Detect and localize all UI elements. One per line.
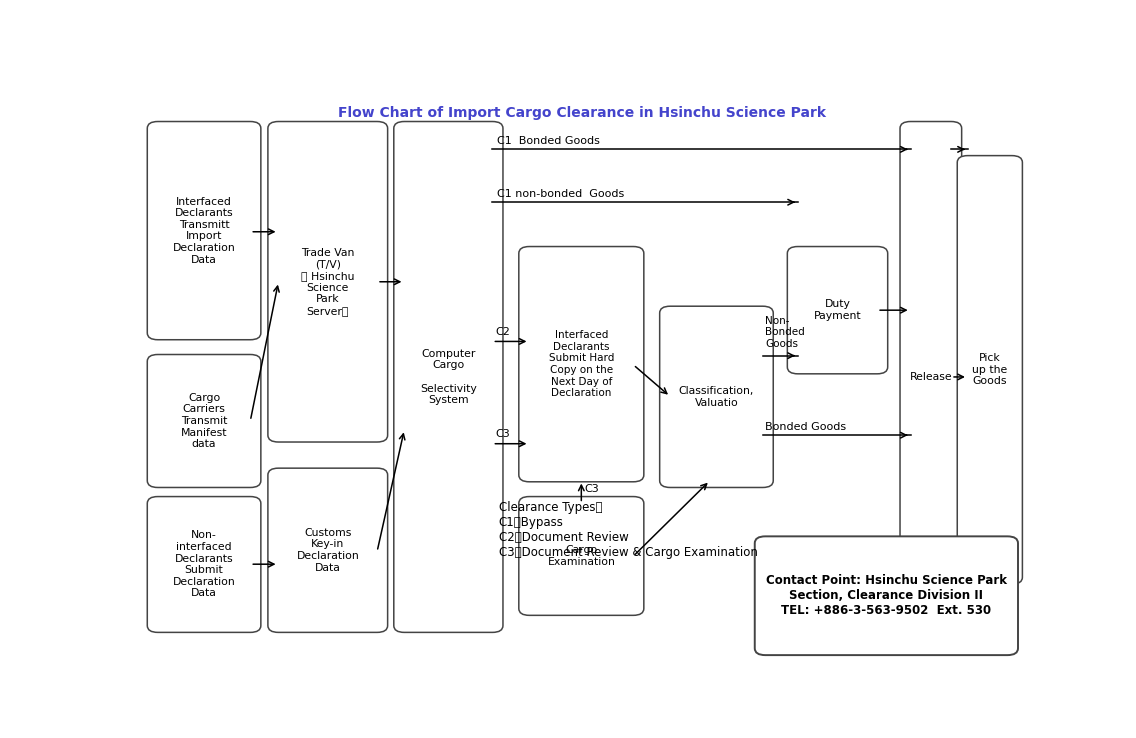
Text: Interfaced
Declarants
Submit Hard
Copy on the
Next Day of
Declaration: Interfaced Declarants Submit Hard Copy o… — [549, 330, 613, 399]
Text: Duty
Payment: Duty Payment — [813, 300, 861, 321]
Text: C2: C2 — [495, 327, 510, 337]
Text: Non-
interfaced
Declarants
Submit
Declaration
Data: Non- interfaced Declarants Submit Declar… — [173, 531, 235, 599]
Text: Interfaced
Declarants
Transmitt
Import
Declaration
Data: Interfaced Declarants Transmitt Import D… — [173, 196, 235, 265]
FancyBboxPatch shape — [900, 122, 962, 632]
Text: C3: C3 — [495, 429, 510, 439]
FancyBboxPatch shape — [660, 306, 774, 488]
Text: Computer
Cargo

Selectivity
System: Computer Cargo Selectivity System — [420, 349, 477, 405]
Text: Clearance Types：
C1：Bypass
C2：Document Review
C3：Document Review & Cargo Examina: Clearance Types： C1：Bypass C2：Document R… — [499, 500, 758, 559]
FancyBboxPatch shape — [958, 156, 1022, 584]
FancyBboxPatch shape — [787, 246, 887, 374]
FancyBboxPatch shape — [754, 537, 1018, 655]
Text: Customs
Key-in
Declaration
Data: Customs Key-in Declaration Data — [296, 528, 359, 573]
Text: C1  Bonded Goods: C1 Bonded Goods — [496, 136, 600, 145]
FancyBboxPatch shape — [148, 497, 261, 632]
FancyBboxPatch shape — [268, 468, 387, 632]
Text: Cargo
Carriers
Transmit
Manifest
data: Cargo Carriers Transmit Manifest data — [181, 393, 227, 449]
FancyBboxPatch shape — [268, 122, 387, 442]
Text: Classification,
Valuatio: Classification, Valuatio — [679, 386, 754, 407]
Text: Release: Release — [910, 372, 952, 382]
FancyBboxPatch shape — [148, 122, 261, 339]
Text: Bonded Goods: Bonded Goods — [766, 421, 846, 432]
Text: C1 non-bonded  Goods: C1 non-bonded Goods — [496, 188, 624, 199]
FancyBboxPatch shape — [394, 122, 503, 632]
Text: C3: C3 — [585, 484, 600, 494]
FancyBboxPatch shape — [519, 497, 644, 615]
Text: Pick
up the
Goods: Pick up the Goods — [972, 354, 1008, 387]
Text: Non-
Bonded
Goods: Non- Bonded Goods — [766, 316, 805, 349]
FancyBboxPatch shape — [519, 246, 644, 482]
Text: Flow Chart of Import Cargo Clearance in Hsinchu Science Park: Flow Chart of Import Cargo Clearance in … — [339, 106, 826, 120]
Text: Cargo
Examination: Cargo Examination — [548, 545, 616, 567]
Text: Trade Van
(T/V)
（ Hsinchu
Science
Park
Server）: Trade Van (T/V) （ Hsinchu Science Park S… — [301, 248, 354, 316]
FancyBboxPatch shape — [148, 354, 261, 488]
Text: Contact Point: Hsinchu Science Park
Section, Clearance Division II
TEL: +886-3-5: Contact Point: Hsinchu Science Park Sect… — [766, 574, 1006, 617]
